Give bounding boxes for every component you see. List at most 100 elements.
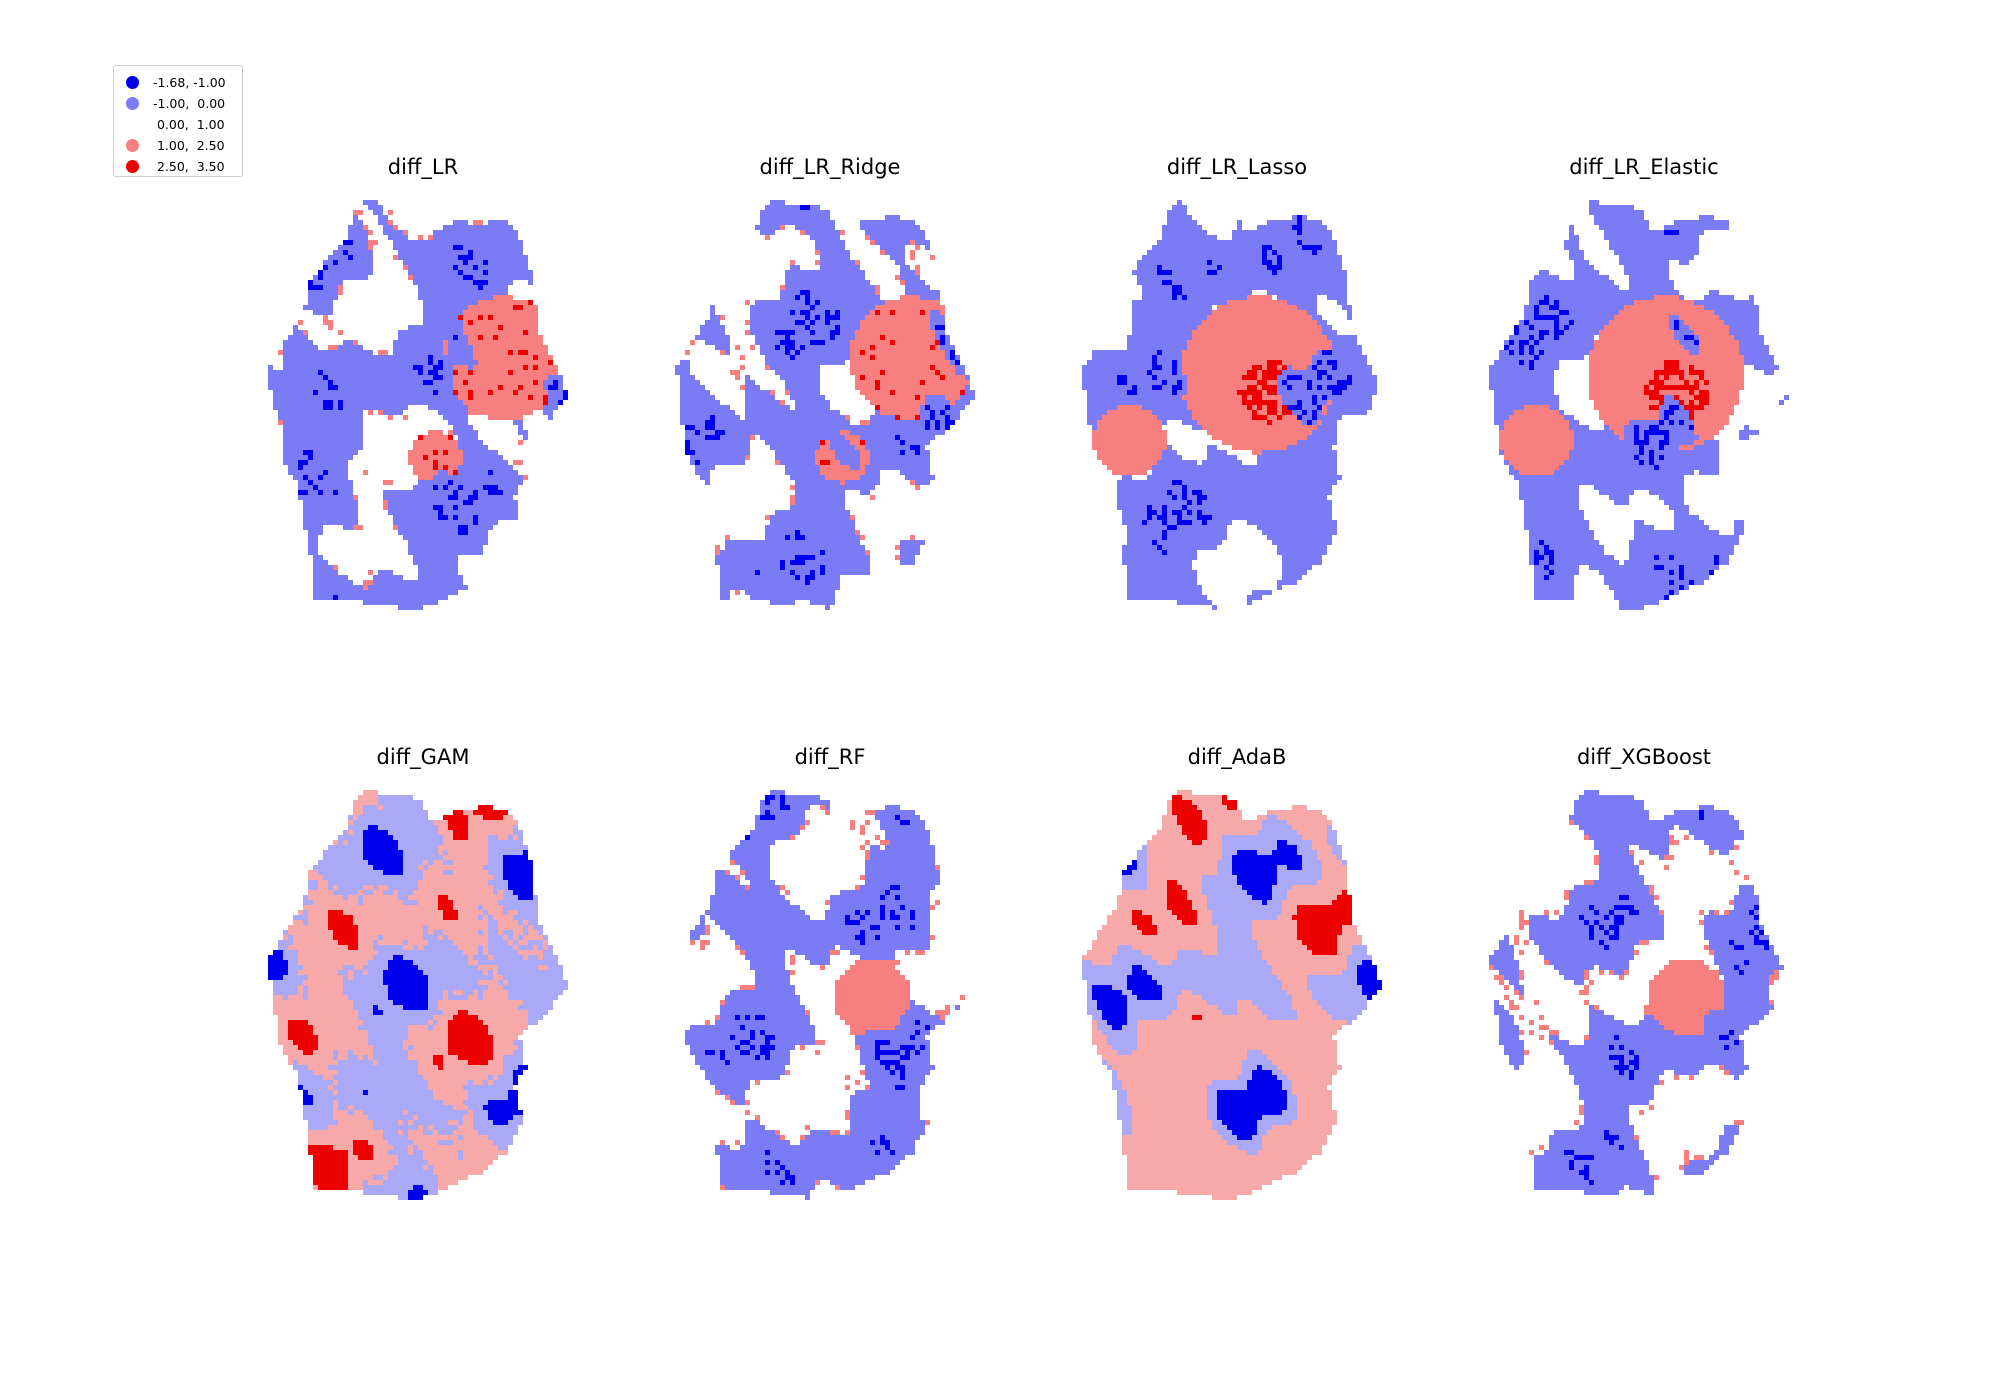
map-cell <box>895 375 900 380</box>
map-cell <box>413 555 418 560</box>
map-cell <box>780 410 785 415</box>
map-cell <box>453 485 458 490</box>
map-cell <box>900 360 905 365</box>
map-cell <box>353 515 358 520</box>
map-cell <box>770 330 775 335</box>
map-cell <box>815 450 820 455</box>
map-cell <box>780 350 785 355</box>
map-cell <box>845 460 850 465</box>
map-cell <box>418 400 423 405</box>
legend: -1.68, -1.00 -1.00, 0.00 0.00, 1.00 1.00… <box>113 65 243 177</box>
map-cell <box>428 465 433 470</box>
map-cell <box>468 340 473 345</box>
map-cell <box>845 345 850 350</box>
map-cell <box>378 355 383 360</box>
map-cell <box>950 360 955 365</box>
map-cell <box>750 415 755 420</box>
map-cell <box>433 325 438 330</box>
map-cell <box>528 280 533 285</box>
map-cell <box>463 290 468 295</box>
map-cell <box>328 300 333 305</box>
map-cell <box>398 330 403 335</box>
map-cell <box>910 235 915 240</box>
map-cell <box>498 495 503 500</box>
map-cell <box>780 415 785 420</box>
map-cell <box>383 405 388 410</box>
map-cell <box>398 600 403 605</box>
map-cell <box>498 305 503 310</box>
map-cell <box>408 450 413 455</box>
map-cell <box>810 345 815 350</box>
map-cell <box>800 325 805 330</box>
map-cell <box>413 390 418 395</box>
map-cell <box>715 400 720 405</box>
map-cell <box>770 430 775 435</box>
map-cell <box>725 460 730 465</box>
map-cell <box>458 330 463 335</box>
map-cell <box>795 375 800 380</box>
map-cell <box>925 365 930 370</box>
map-cell <box>518 345 523 350</box>
map-cell <box>840 515 845 520</box>
map-cell <box>925 290 930 295</box>
map-cell <box>785 420 790 425</box>
map-cell <box>775 430 780 435</box>
map-cell <box>765 420 770 425</box>
map-cell <box>840 510 845 515</box>
map-cell <box>815 425 820 430</box>
map-cell <box>313 370 318 375</box>
map-cell <box>303 425 308 430</box>
map-cell <box>775 575 780 580</box>
map-cell <box>845 320 850 325</box>
map-cell <box>448 590 453 595</box>
map-cell <box>458 350 463 355</box>
map-cell <box>383 490 388 495</box>
map-cell <box>790 275 795 280</box>
map-cell <box>498 385 503 390</box>
map-cell <box>553 370 558 375</box>
map-cell <box>825 230 830 235</box>
map-cell <box>323 470 328 475</box>
map-cell <box>760 435 765 440</box>
map-cell <box>905 350 910 355</box>
map-cell <box>915 435 920 440</box>
map-cell <box>388 575 393 580</box>
map-cell <box>303 365 308 370</box>
map-cell <box>338 455 343 460</box>
map-cell <box>353 525 358 530</box>
map-cell <box>438 275 443 280</box>
map-cell <box>398 405 403 410</box>
map-cell <box>298 465 303 470</box>
map-cell <box>423 305 428 310</box>
map-cell <box>775 360 780 365</box>
map-cell <box>690 455 695 460</box>
map-cell <box>483 365 488 370</box>
map-cell <box>323 425 328 430</box>
map-cell <box>493 265 498 270</box>
map-cell <box>955 390 960 395</box>
map-cell <box>338 475 343 480</box>
map-cell <box>318 395 323 400</box>
map-cell <box>478 365 483 370</box>
map-cell <box>940 430 945 435</box>
map-cell <box>835 330 840 335</box>
map-cell <box>393 345 398 350</box>
map-cell <box>433 525 438 530</box>
map-cell <box>820 530 825 535</box>
map-cell <box>398 245 403 250</box>
map-cell <box>715 435 720 440</box>
map-cell <box>775 550 780 555</box>
map-cell <box>890 430 895 435</box>
map-cell <box>785 550 790 555</box>
map-cell <box>478 335 483 340</box>
map-cell <box>378 385 383 390</box>
map-cell <box>483 250 488 255</box>
map-cell <box>820 330 825 335</box>
map-cell <box>343 455 348 460</box>
map-cell <box>960 385 965 390</box>
map-cell <box>303 475 308 480</box>
map-cell <box>363 230 368 235</box>
map-cell <box>760 305 765 310</box>
map-cell <box>373 405 378 410</box>
map-cell <box>785 595 790 600</box>
